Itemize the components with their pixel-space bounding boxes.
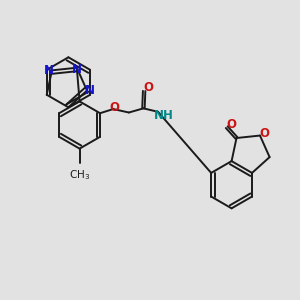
Text: O: O <box>144 81 154 94</box>
Text: O: O <box>110 101 120 114</box>
Text: CH$_3$: CH$_3$ <box>69 168 90 182</box>
Text: N: N <box>72 63 82 76</box>
Text: O: O <box>259 127 269 140</box>
Text: N: N <box>44 64 54 77</box>
Text: NH: NH <box>154 109 174 122</box>
Text: O: O <box>226 118 236 131</box>
Text: N: N <box>85 84 95 97</box>
